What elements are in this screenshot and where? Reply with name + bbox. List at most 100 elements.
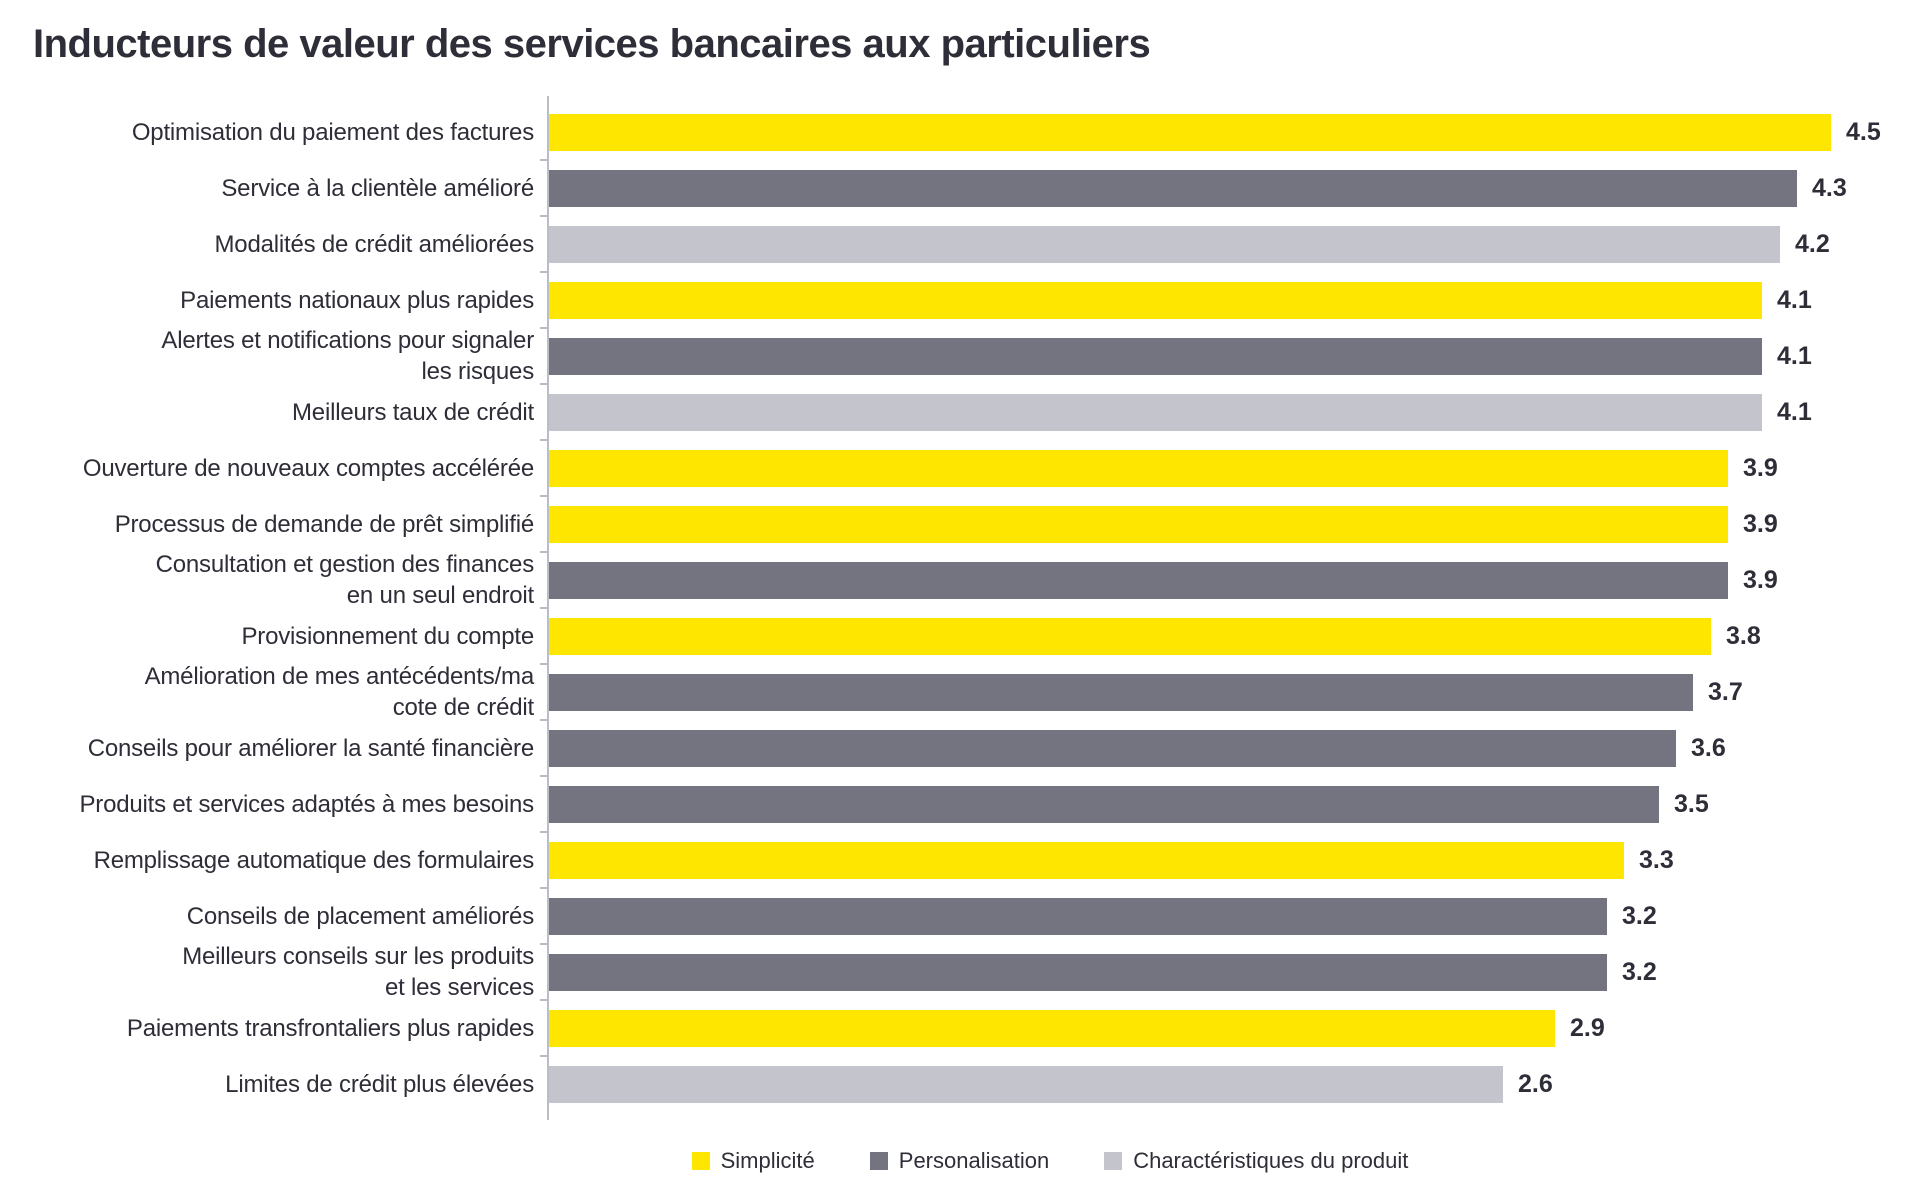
category-label: Conseils pour améliorer la santé financi… bbox=[87, 734, 535, 762]
bar-simplicite bbox=[549, 449, 1728, 487]
bar-simplicite bbox=[549, 1009, 1555, 1047]
axis-tick bbox=[540, 719, 548, 721]
chart-row: Meilleurs conseils sur les produits et l… bbox=[0, 943, 1920, 1001]
value-label: 4.1 bbox=[1777, 341, 1812, 370]
bar-cell: 3.8 bbox=[549, 608, 1920, 664]
axis-tick bbox=[540, 607, 548, 609]
bar-personalisation bbox=[549, 561, 1728, 599]
legend-swatch bbox=[869, 1152, 888, 1170]
chart-row: Paiements transfrontaliers plus rapides 2… bbox=[0, 1000, 1920, 1057]
legend-label: Charactéristiques du produit bbox=[1133, 1148, 1409, 1173]
chart-row: Alertes et notifications pour signaler l… bbox=[0, 327, 1920, 385]
category-label: Ouverture de nouveaux comptes accélérée bbox=[82, 454, 534, 482]
legend-swatch bbox=[691, 1152, 710, 1170]
bar-chart: Optimisation du paiement des factures 4.5… bbox=[0, 96, 1920, 1120]
axis-tick bbox=[540, 831, 548, 833]
category-label: Limites de crédit plus élevées bbox=[225, 1070, 534, 1098]
axis-tick bbox=[540, 271, 548, 273]
chart-row: Amélioration de mes antécédents/ma cote … bbox=[0, 663, 1920, 721]
axis-tick bbox=[540, 495, 548, 497]
axis-tick bbox=[540, 551, 548, 553]
axis-tick bbox=[540, 215, 548, 217]
chart-row: Optimisation du paiement des factures 4.5 bbox=[0, 104, 1920, 161]
bar-simplicite bbox=[549, 841, 1624, 879]
legend-label: Simplicité bbox=[720, 1148, 815, 1173]
bar-personalisation bbox=[549, 897, 1607, 935]
category-label: Paiements nationaux plus rapides bbox=[180, 286, 534, 314]
chart-row: Modalités de crédit améliorées 4.2 bbox=[0, 216, 1920, 273]
bar-cell: 3.7 bbox=[549, 664, 1920, 720]
value-label: 4.1 bbox=[1777, 285, 1812, 314]
value-label: 3.5 bbox=[1674, 789, 1709, 818]
bar-cell: 4.5 bbox=[549, 104, 1920, 160]
axis-line bbox=[547, 96, 549, 1120]
bar-cell: 3.9 bbox=[549, 496, 1920, 552]
value-label: 3.8 bbox=[1726, 621, 1761, 650]
bar-personalisation bbox=[549, 673, 1693, 711]
bar-cell: 3.2 bbox=[549, 888, 1920, 944]
bar-produit bbox=[549, 393, 1762, 431]
value-label: 2.9 bbox=[1570, 1013, 1605, 1042]
axis-tick bbox=[540, 999, 548, 1001]
category-label: Paiements transfrontaliers plus rapides bbox=[126, 1014, 534, 1042]
category-label: Meilleurs conseils sur les produits et l… bbox=[182, 943, 534, 1001]
category-label: Provisionnement du compte bbox=[241, 622, 535, 650]
value-label: 3.3 bbox=[1639, 845, 1674, 874]
bar-personalisation bbox=[549, 169, 1797, 207]
value-label: 3.2 bbox=[1622, 901, 1657, 930]
chart-row: Consultation et gestion des finances en … bbox=[0, 551, 1920, 609]
chart-row: Service à la clientèle amélioré 4.3 bbox=[0, 160, 1920, 217]
bar-cell: 4.1 bbox=[549, 328, 1920, 384]
chart-row: Produits et services adaptés à mes besoi… bbox=[0, 776, 1920, 833]
chart-row: Meilleurs taux de crédit 4.1 bbox=[0, 384, 1920, 441]
chart-row: Provisionnement du compte 3.8 bbox=[0, 608, 1920, 665]
bar-cell: 4.1 bbox=[549, 272, 1920, 328]
legend-swatch bbox=[1104, 1152, 1123, 1170]
value-label: 4.5 bbox=[1846, 117, 1881, 146]
bar-personalisation bbox=[549, 953, 1607, 991]
bar-cell: 4.2 bbox=[549, 216, 1920, 272]
chart-row: Remplissage automatique des formulaires 3… bbox=[0, 832, 1920, 889]
bar-produit bbox=[549, 1065, 1503, 1103]
bar-cell: 3.5 bbox=[549, 776, 1920, 832]
category-label: Consultation et gestion des finances en … bbox=[155, 551, 535, 609]
axis-tick bbox=[540, 663, 548, 665]
legend-item-produit: Charactéristiques du produit bbox=[1104, 1148, 1408, 1174]
value-label: 3.9 bbox=[1743, 453, 1778, 482]
bar-cell: 2.6 bbox=[549, 1056, 1920, 1112]
value-label: 3.6 bbox=[1691, 733, 1726, 762]
value-label: 3.7 bbox=[1708, 677, 1743, 706]
category-label: Remplissage automatique des formulaires bbox=[93, 846, 535, 874]
category-label: Meilleurs taux de crédit bbox=[292, 398, 534, 426]
value-label: 4.3 bbox=[1812, 173, 1847, 202]
chart-rows: Optimisation du paiement des factures 4.5… bbox=[0, 104, 1920, 1112]
bar-simplicite bbox=[549, 617, 1711, 655]
value-label: 2.6 bbox=[1518, 1069, 1553, 1098]
value-label: 4.1 bbox=[1777, 397, 1812, 426]
legend-label: Personalisation bbox=[898, 1148, 1050, 1173]
chart-row: Conseils de placement améliorés 3.2 bbox=[0, 888, 1920, 945]
chart-row: Conseils pour améliorer la santé financi… bbox=[0, 720, 1920, 777]
value-label: 3.9 bbox=[1743, 509, 1778, 538]
category-label: Service à la clientèle amélioré bbox=[221, 174, 534, 202]
bar-produit bbox=[549, 225, 1780, 263]
bar-cell: 3.3 bbox=[549, 832, 1920, 888]
axis-tick bbox=[540, 383, 548, 385]
legend-item-simplicite: Simplicité bbox=[691, 1148, 815, 1174]
bar-cell: 4.1 bbox=[549, 384, 1920, 440]
axis-tick bbox=[540, 775, 548, 777]
chart-row: Paiements nationaux plus rapides 4.1 bbox=[0, 272, 1920, 329]
axis-tick bbox=[540, 439, 548, 441]
legend-item-personalisation: Personalisation bbox=[869, 1148, 1050, 1174]
bar-cell: 4.3 bbox=[549, 160, 1920, 216]
value-label: 4.2 bbox=[1795, 229, 1830, 258]
category-label: Optimisation du paiement des factures bbox=[131, 118, 534, 146]
chart-title: Inducteurs de valeur des services bancai… bbox=[33, 22, 1151, 66]
bar-cell: 3.9 bbox=[549, 552, 1920, 608]
category-label: Processus de demande de prêt simplifié bbox=[114, 510, 534, 538]
value-label: 3.2 bbox=[1622, 957, 1657, 986]
bar-personalisation bbox=[549, 785, 1659, 823]
category-label: Conseils de placement améliorés bbox=[186, 902, 535, 930]
category-label: Modalités de crédit améliorées bbox=[214, 230, 535, 258]
bar-personalisation bbox=[549, 337, 1762, 375]
